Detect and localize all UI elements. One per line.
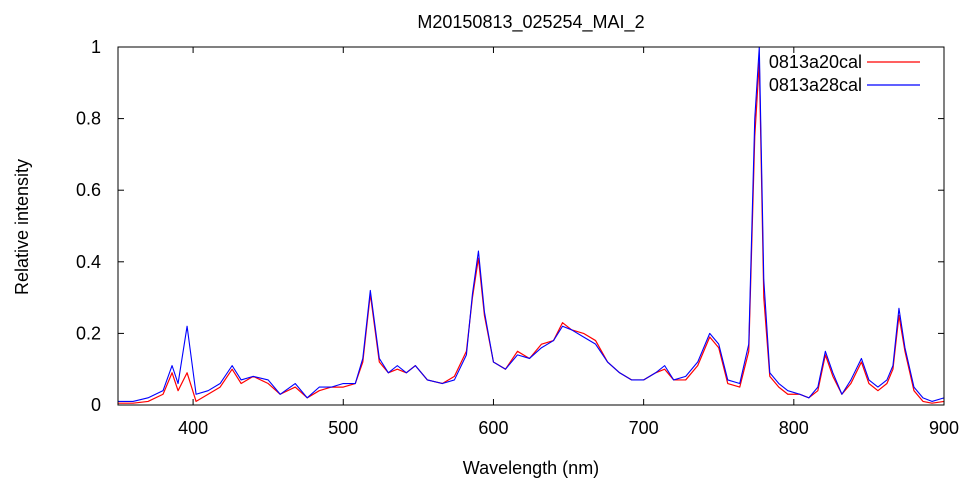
y-tick-label-3: 0.6 bbox=[76, 180, 101, 200]
plot-frame bbox=[117, 46, 945, 406]
y-tick-label-5: 1 bbox=[91, 37, 101, 57]
y-axis-label: Relative intensity bbox=[12, 159, 32, 295]
series-line-0 bbox=[117, 60, 945, 404]
x-tick-label-3: 700 bbox=[629, 418, 659, 438]
x-tick-label-2: 600 bbox=[478, 418, 508, 438]
y-tick-label-4: 0.8 bbox=[76, 109, 101, 129]
x-tick-label-4: 800 bbox=[779, 418, 809, 438]
y-tick-label-0: 0 bbox=[91, 395, 101, 415]
x-axis-label: Wavelength (nm) bbox=[463, 458, 599, 478]
series-line-1 bbox=[117, 46, 945, 402]
plot-area bbox=[117, 46, 945, 404]
x-tick-label-1: 500 bbox=[328, 418, 358, 438]
x-tick-label-0: 400 bbox=[178, 418, 208, 438]
chart-title: M20150813_025254_MAI_2 bbox=[417, 12, 644, 33]
y-tick-label-2: 0.4 bbox=[76, 252, 101, 272]
x-tick-label-5: 900 bbox=[929, 418, 959, 438]
legend: 0813a20cal 0813a28cal bbox=[769, 52, 920, 95]
legend-label-0: 0813a20cal bbox=[769, 52, 862, 72]
y-tick-label-1: 0.2 bbox=[76, 323, 101, 343]
legend-label-1: 0813a28cal bbox=[769, 75, 862, 95]
axes: 400 500 600 700 800 900 0 0.2 0.4 0.6 0.8 1 bbox=[76, 37, 959, 438]
